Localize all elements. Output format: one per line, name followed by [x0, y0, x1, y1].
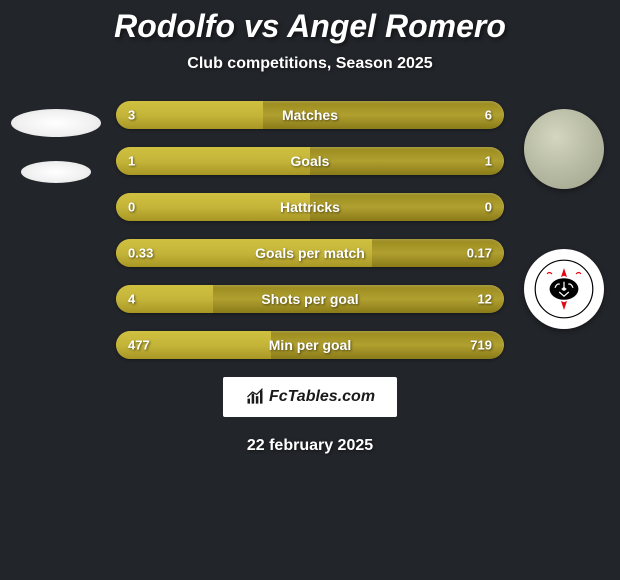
stat-value-right: 0 [485, 200, 492, 215]
brand-badge: FcTables.com [223, 377, 397, 417]
stat-fill-left [116, 101, 263, 129]
stat-value-left: 0.33 [128, 246, 153, 261]
stats-bars: 3 Matches 6 1 Goals 1 0 Hattricks 0 0.33 Goals per… [116, 101, 504, 359]
stat-value-right: 719 [470, 338, 492, 353]
left-avatar-column [10, 101, 102, 359]
stat-value-left: 0 [128, 200, 135, 215]
page-title: Rodolfo vs Angel Romero [114, 8, 506, 45]
team-logo-right [524, 249, 604, 329]
brand-text: FcTables.com [269, 388, 375, 406]
stat-value-right: 0.17 [467, 246, 492, 261]
comparison-row: 3 Matches 6 1 Goals 1 0 Hattricks 0 0.33 Goals per… [0, 101, 620, 359]
stat-bar: 1 Goals 1 [116, 147, 504, 175]
stat-bar: 0.33 Goals per match 0.17 [116, 239, 504, 267]
team-logo-left [21, 161, 91, 183]
stat-fill-left [116, 147, 310, 175]
player-avatar-left [11, 109, 101, 137]
corinthians-icon [534, 259, 594, 319]
stat-label: Goals per match [255, 245, 365, 261]
stat-value-left: 1 [128, 154, 135, 169]
page-subtitle: Club competitions, Season 2025 [187, 55, 432, 73]
stat-bar: 477 Min per goal 719 [116, 331, 504, 359]
stat-value-left: 477 [128, 338, 150, 353]
stat-label: Shots per goal [261, 291, 358, 307]
stat-label: Min per goal [269, 337, 351, 353]
player-avatar-right [524, 109, 604, 189]
stat-label: Matches [282, 107, 338, 123]
stat-label: Goals [291, 153, 330, 169]
right-avatar-column [518, 101, 610, 359]
stat-bar: 0 Hattricks 0 [116, 193, 504, 221]
stat-value-left: 4 [128, 292, 135, 307]
stat-value-right: 12 [478, 292, 492, 307]
stat-value-right: 6 [485, 108, 492, 123]
footer-date: 22 february 2025 [247, 437, 373, 455]
stat-bar: 4 Shots per goal 12 [116, 285, 504, 313]
stat-label: Hattricks [280, 199, 340, 215]
stat-bar: 3 Matches 6 [116, 101, 504, 129]
chart-icon [245, 387, 265, 407]
stat-value-right: 1 [485, 154, 492, 169]
stat-value-left: 3 [128, 108, 135, 123]
